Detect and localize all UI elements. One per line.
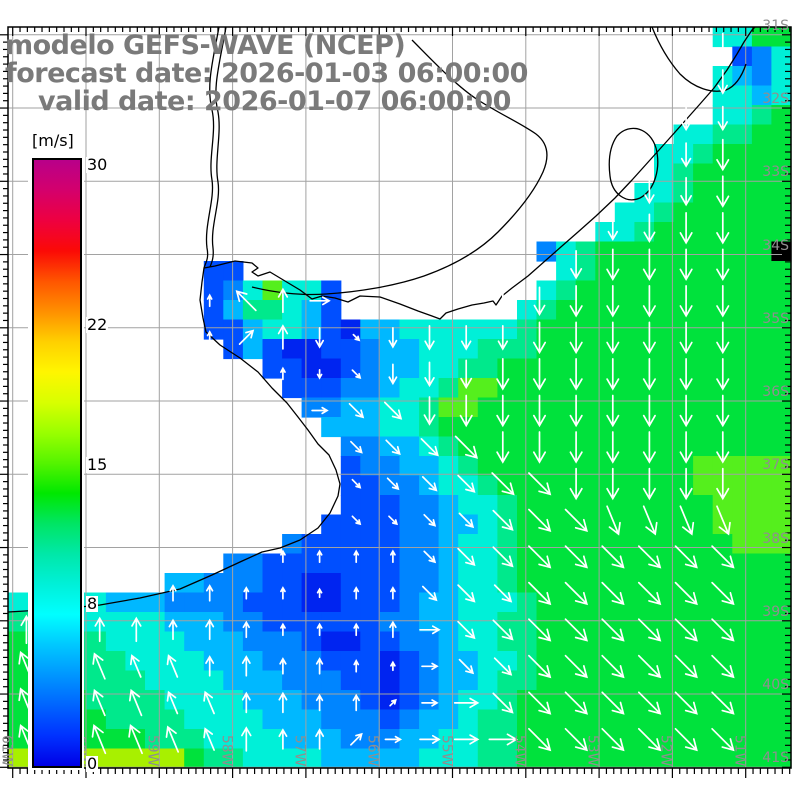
colorbar-tick-label: 0: [86, 754, 99, 773]
valid-date-line: valid date: 2026-01-07 06:00:00: [38, 86, 511, 117]
plot-frame: [7, 26, 792, 769]
latitude-label: 37S: [762, 457, 789, 474]
speed-field-cells: [8, 27, 792, 769]
latitude-label: 35S: [762, 310, 789, 327]
river-parana-bank: [203, 26, 220, 269]
longitude-label: 52W: [657, 734, 674, 767]
colorbar-unit-label: [m/s]: [30, 131, 76, 150]
latitude-label: 39S: [762, 603, 789, 620]
coastline-mainland: [7, 26, 756, 613]
coastline: [7, 26, 756, 613]
river-negro: [251, 39, 548, 296]
longitude-label: 59W: [144, 734, 161, 767]
wind-direction-arrows: [18, 32, 735, 755]
colorbar-tick-label: 22: [86, 314, 109, 334]
river-parana-bank: [209, 26, 227, 268]
longitude-label: 54W: [511, 734, 528, 767]
lagoon-patos-shore: [651, 26, 747, 92]
latitude-label: 38S: [762, 530, 789, 547]
longitude-label: 58W: [218, 734, 235, 767]
colorbar: [28, 153, 84, 770]
longitude-label: 57W: [291, 734, 308, 767]
longitude-label: 61W: [0, 734, 15, 767]
colorbar-gradient: [32, 158, 82, 768]
colorbar-tick-label: 8: [86, 594, 99, 614]
latitude-label: 36S: [762, 384, 789, 401]
axis-tick-marks: [0, 27, 791, 778]
longitude-label: 53W: [584, 734, 601, 767]
latitude-label: 40S: [762, 677, 789, 694]
longitude-label: 55W: [438, 734, 454, 767]
colorbar-tick-label: 15: [86, 454, 109, 474]
latitude-label: 31S: [762, 17, 789, 34]
lat-lon-gridlines: [8, 27, 791, 768]
longitude-label: 51W: [731, 734, 748, 767]
latitude-label: 34S: [762, 237, 789, 254]
model-title: modelo GEFS-WAVE (NCEP): [5, 30, 406, 61]
forecast-date-line: forecast date: 2026-01-03 06:00:00: [5, 58, 528, 89]
colorbar-tick-label: 30: [86, 155, 109, 174]
lagoon-mirim-shore: [608, 127, 659, 201]
latitude-label: 33S: [762, 164, 789, 181]
latitude-label: 41S: [762, 750, 789, 767]
longitude-label: 56W: [364, 734, 381, 767]
latitude-label: 32S: [762, 91, 789, 108]
